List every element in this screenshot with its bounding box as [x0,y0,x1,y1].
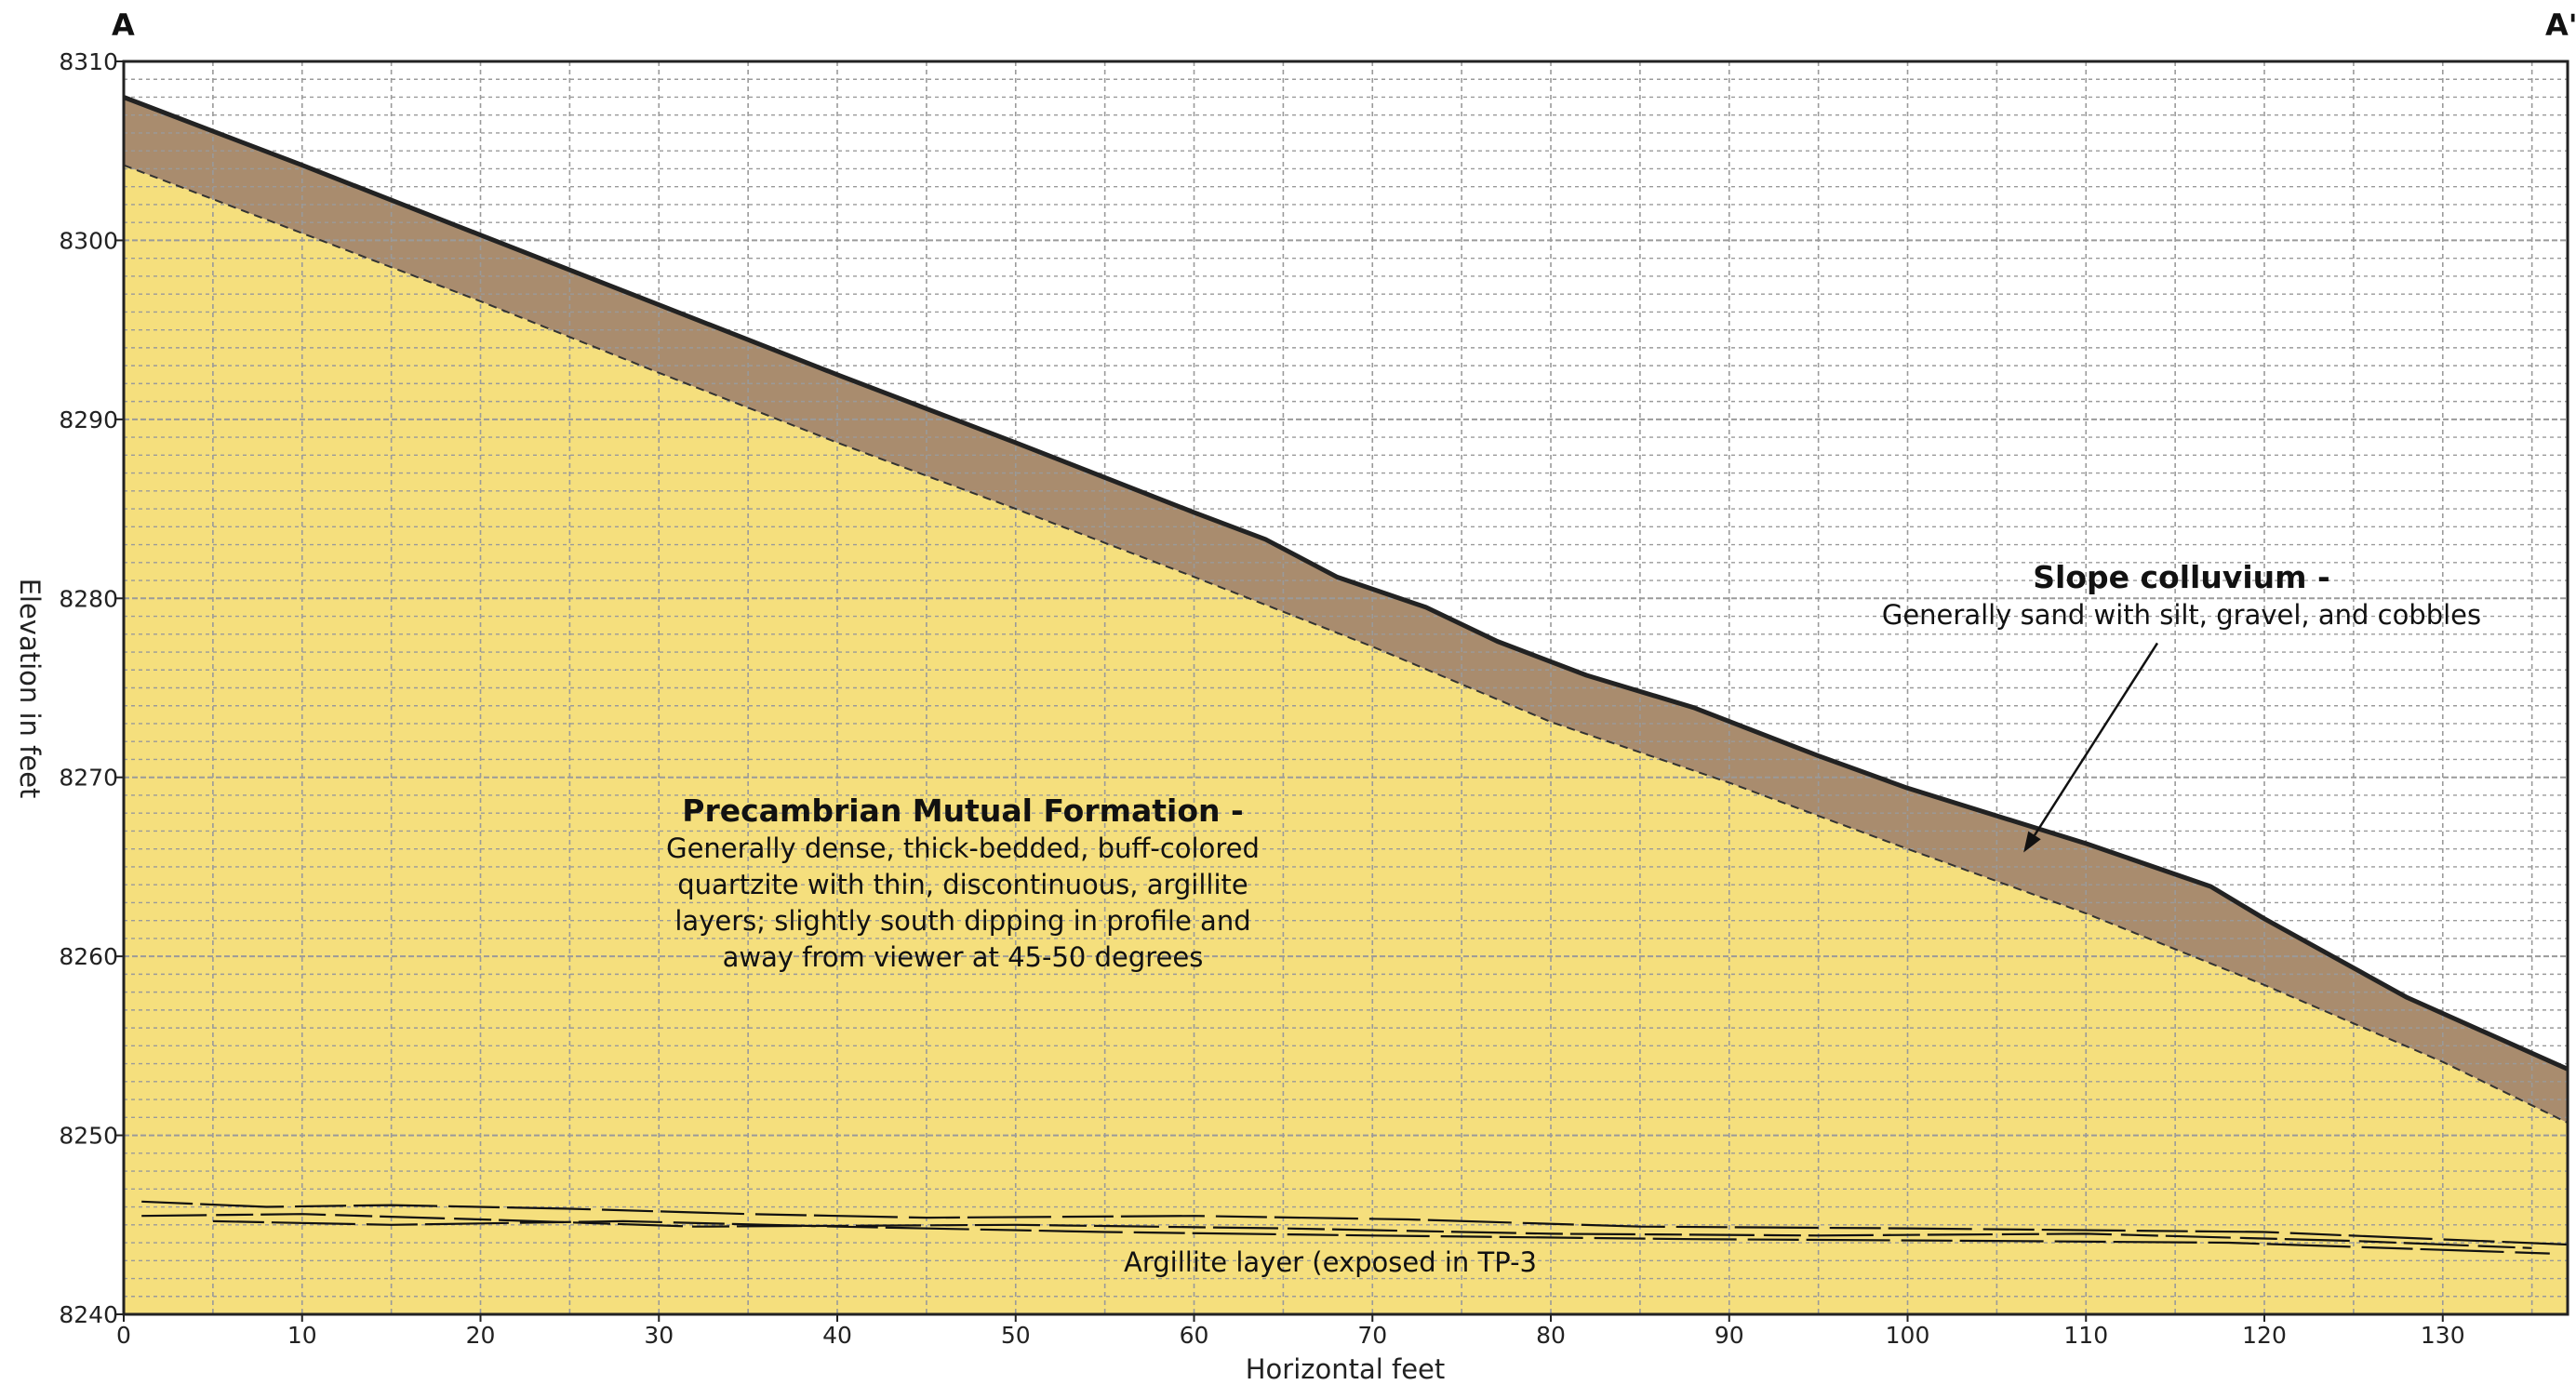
argillite-layer-line [141,1213,2532,1249]
x-tick-label: 60 [1180,1322,1209,1349]
mutual-formation-description-line: Generally dense, thick-bedded, buff-colo… [666,832,1260,864]
mutual-formation-description-line: away from viewer at 45-50 degrees [723,941,1204,973]
section-end-label-left: A [112,7,135,43]
section-end-label-right: A' [2545,7,2576,43]
y-axis-ticks: 8310 8300 8290 8280 8270 8260 8250 8240 [59,48,124,1328]
x-tick-label: 130 [2421,1322,2465,1349]
slope-colluvium-title: Slope colluvium - [2033,559,2329,595]
mutual-formation-description-line: quartzite with thin, discontinuous, argi… [677,869,1248,900]
x-tick-label: 120 [2242,1322,2287,1349]
slope-colluvium-description: Generally sand with silt, gravel, and co… [1882,599,2481,631]
argillite-layer-line [212,1219,2550,1255]
mutual-formation-description-line: layers; slightly south dipping in profil… [674,905,1250,937]
argillite-layer-label: Argillite layer (exposed in TP-3 [1124,1246,1537,1278]
y-tick-label: 8290 [59,406,118,433]
mutual-formation-title: Precambrian Mutual Formation - [682,792,1243,829]
x-tick-label: 110 [2063,1322,2108,1349]
y-tick-label: 8270 [59,765,118,792]
argillite-layer-line [141,1200,2569,1246]
x-axis-title: Horizontal feet [1246,1353,1446,1385]
colluvium-pointer-arrow [2023,642,2159,853]
x-tick-label: 100 [1886,1322,1930,1349]
x-axis-ticks: 0 10 20 30 40 50 60 70 80 90 100 110 120 130 [116,1314,2465,1349]
x-tick-label: 20 [466,1322,496,1349]
y-axis-title: Elevation in feet [14,579,46,799]
x-tick-label: 30 [644,1322,674,1349]
x-tick-label: 70 [1357,1322,1387,1349]
grid-lines [124,61,2568,1314]
x-tick-label: 90 [1715,1322,1744,1349]
x-tick-label: 50 [1001,1322,1031,1349]
x-tick-label: 80 [1536,1322,1566,1349]
y-tick-label: 8260 [59,943,118,970]
x-tick-label: 0 [116,1322,131,1349]
mutual-formation-fill [124,165,2568,1314]
y-tick-label: 8300 [59,227,118,254]
x-tick-label: 40 [822,1322,852,1349]
ground-surface-line [123,95,2569,1072]
plot-frame [122,60,2569,1316]
y-tick-label: 8250 [59,1123,118,1150]
y-tick-label: 8310 [59,48,118,75]
x-tick-label: 10 [287,1322,317,1349]
argillite-layer-lines [141,1200,2569,1255]
y-tick-label: 8240 [59,1301,118,1328]
y-tick-label: 8280 [59,585,118,612]
